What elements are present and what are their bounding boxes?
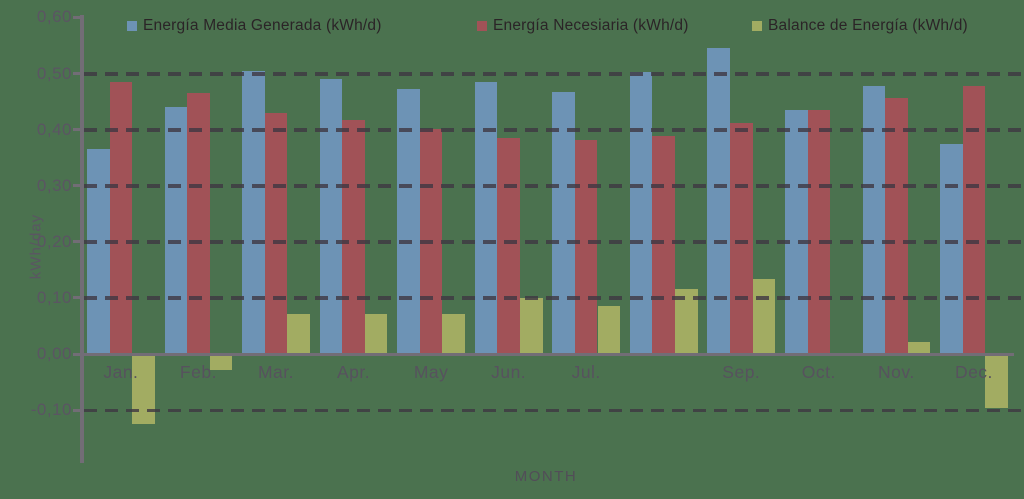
y-tick-mark	[73, 184, 80, 188]
bar-generada-month-3	[242, 70, 265, 356]
bar-necesaria-month-12	[962, 86, 986, 356]
bar-necesaria-month-11	[885, 98, 908, 356]
gridline	[84, 408, 1022, 413]
y-tick-label: -0,10	[30, 400, 72, 420]
x-axis-line	[80, 352, 1014, 356]
y-axis-line	[80, 15, 84, 463]
legend-item-necesaria: Energía Necesiaria (kWh/d)	[477, 17, 689, 35]
gridline	[84, 184, 1022, 188]
legend-swatch-balance-icon	[752, 21, 762, 31]
gridline	[84, 296, 1022, 300]
bar-balance-month-9	[752, 278, 776, 356]
bar-balance-month-5	[442, 313, 465, 356]
bar-necesaria-month-7	[574, 140, 598, 356]
y-tick-mark	[73, 352, 80, 356]
bar-generada-month-6	[474, 81, 498, 356]
bar-necesaria-month-2	[187, 93, 210, 356]
bar-generada-month-9	[707, 48, 730, 356]
y-tick-mark	[73, 408, 80, 412]
y-tick-label: 0,60	[36, 7, 72, 27]
bar-balance-month-1	[132, 355, 155, 424]
bar-generada-month-11	[862, 86, 886, 356]
x-axis-title: MONTH	[514, 468, 578, 485]
gridline	[84, 128, 1022, 132]
legend-label-balance: Balance de Energía (kWh/d)	[768, 17, 968, 34]
bar-generada-month-4	[319, 79, 343, 356]
y-tick-label: 0,20	[36, 231, 72, 251]
legend-item-balance: Balance de Energía (kWh/d)	[752, 17, 968, 35]
bar-generada-month-5	[397, 88, 420, 356]
y-tick-mark	[73, 296, 80, 300]
y-tick-mark	[73, 128, 80, 132]
bar-necesaria-month-10	[807, 109, 831, 356]
bar-necesaria-month-1	[109, 81, 133, 356]
x-tick-label: Dec.	[954, 362, 993, 382]
bar-balance-month-8	[675, 288, 698, 356]
legend-swatch-generada-icon	[127, 21, 137, 31]
y-tick-mark	[73, 15, 80, 19]
y-tick-label: 0,40	[36, 119, 72, 139]
bar-balance-month-7	[597, 305, 621, 356]
y-tick-label: 0,30	[36, 175, 72, 195]
y-tick-mark	[73, 240, 80, 244]
x-tick-label: Jun.	[491, 362, 527, 382]
bar-generada-month-1	[87, 149, 110, 356]
y-tick-label: 0,00	[36, 344, 72, 363]
bar-necesaria-month-3	[264, 112, 288, 356]
legend-label-necesaria: Energía Necesiaria (kWh/d)	[493, 17, 689, 34]
bar-generada-month-10	[784, 109, 808, 356]
bar-generada-month-12	[940, 144, 963, 356]
bar-necesaria-month-6	[497, 138, 520, 356]
x-tick-label: Sep.	[722, 362, 761, 382]
x-tick-label: May	[413, 362, 449, 382]
x-tick-label: Apr.	[336, 362, 371, 382]
bar-generada-month-8	[629, 71, 653, 356]
bar-balance-month-4	[364, 313, 388, 356]
bar-balance-month-6	[519, 297, 543, 356]
bar-necesaria-month-4	[342, 119, 365, 356]
bar-generada-month-7	[552, 92, 575, 356]
bar-necesaria-month-8	[652, 136, 676, 356]
x-tick-label: Feb.	[179, 362, 217, 382]
bar-generada-month-2	[164, 107, 188, 356]
y-tick-label: 0,50	[36, 63, 72, 83]
x-tick-label: Oct.	[801, 362, 836, 382]
bar-balance-month-2	[209, 355, 233, 370]
y-tick-label: 0,10	[36, 287, 72, 307]
x-tick-label: Jan.	[103, 362, 139, 382]
legend-item-generada: Energía Media Generada (kWh/d)	[127, 17, 382, 35]
x-tick-label: Mar.	[257, 362, 295, 382]
legend-label-generada: Energía Media Generada (kWh/d)	[143, 17, 382, 34]
y-tick-mark	[73, 72, 80, 75]
x-tick-label: Jul.	[571, 362, 601, 382]
x-tick-label: Nov.	[878, 362, 915, 382]
legend-swatch-necesaria-icon	[477, 21, 487, 31]
bar-balance-month-12	[985, 355, 1008, 409]
gridline	[84, 72, 1022, 76]
bar-balance-month-3	[287, 313, 310, 356]
gridline	[84, 240, 1022, 244]
